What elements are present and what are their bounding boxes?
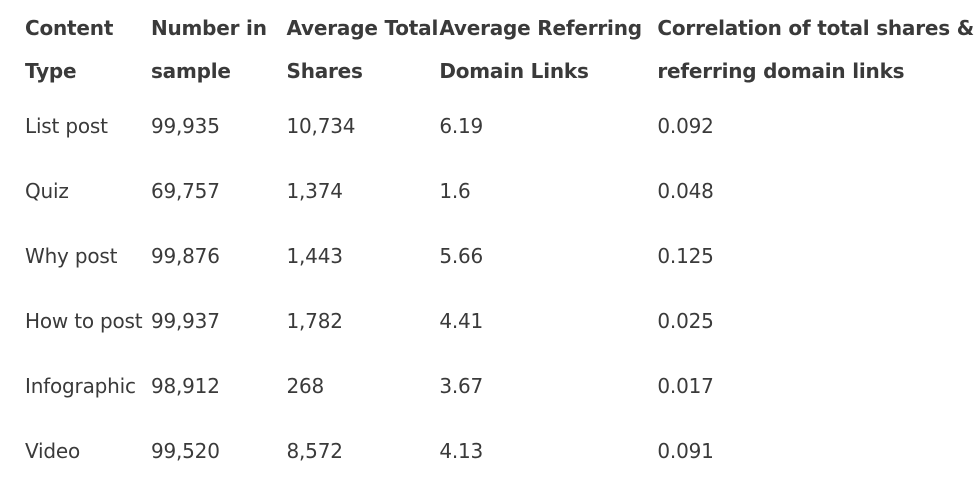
table-row: How to post 99,937 1,782 4.41 0.025: [25, 288, 974, 353]
cell-average-referring-domain-links: 4.13: [439, 438, 484, 463]
cell-content-type: List post: [25, 113, 108, 138]
table-row: Why post 99,876 1,443 5.66 0.125: [25, 223, 974, 288]
cell-average-total-shares: 268: [286, 373, 325, 398]
content-type-shares-table: Content Type Number in sample Average To…: [25, 7, 974, 483]
cell-content-type: How to post: [25, 308, 143, 333]
cell-average-total-shares: 1,443: [286, 243, 343, 268]
cell-content-type: Quiz: [25, 178, 69, 203]
header-content-type: Content Type: [25, 7, 151, 93]
table-row: Video 99,520 8,572 4.13 0.091: [25, 418, 974, 483]
header-line: Average Referring: [439, 16, 642, 40]
header-line: sample: [150, 59, 231, 83]
cell-number-in-sample: 99,937: [150, 308, 220, 333]
header-line: Type: [25, 59, 77, 83]
cell-correlation: 0.092: [657, 113, 714, 138]
header-line: Correlation of total shares &: [657, 16, 974, 40]
cell-average-referring-domain-links: 3.67: [439, 373, 484, 398]
header-number-in-sample: Number in sample: [151, 7, 287, 93]
header-line: Average Total: [286, 16, 439, 40]
header-average-referring-domain-links: Average Referring Domain Links: [439, 7, 657, 93]
header-correlation: Correlation of total shares & referring …: [657, 7, 974, 93]
cell-average-total-shares: 1,374: [286, 178, 343, 203]
cell-content-type: Video: [25, 438, 81, 463]
cell-average-referring-domain-links: 6.19: [439, 113, 484, 138]
cell-content-type: Why post: [25, 243, 118, 268]
cell-average-total-shares: 10,734: [286, 113, 356, 138]
header-average-total-shares: Average Total Shares: [286, 7, 439, 93]
table-row: Quiz 69,757 1,374 1.6 0.048: [25, 158, 974, 223]
header-line: Shares: [286, 59, 363, 83]
header-line: referring domain links: [657, 59, 905, 83]
cell-number-in-sample: 99,520: [150, 438, 220, 463]
table-header-row: Content Type Number in sample Average To…: [25, 7, 974, 93]
table-row: List post 99,935 10,734 6.19 0.092: [25, 93, 974, 158]
cell-number-in-sample: 69,757: [150, 178, 220, 203]
cell-correlation: 0.017: [657, 373, 714, 398]
cell-number-in-sample: 99,876: [150, 243, 220, 268]
cell-average-referring-domain-links: 4.41: [439, 308, 484, 333]
header-line: Content: [25, 16, 114, 40]
cell-number-in-sample: 99,935: [150, 113, 220, 138]
cell-average-total-shares: 8,572: [286, 438, 343, 463]
cell-correlation: 0.048: [657, 178, 714, 203]
cell-correlation: 0.125: [657, 243, 714, 268]
cell-average-total-shares: 1,782: [286, 308, 343, 333]
cell-correlation: 0.025: [657, 308, 714, 333]
header-line: Domain Links: [439, 59, 589, 83]
cell-average-referring-domain-links: 5.66: [439, 243, 484, 268]
cell-average-referring-domain-links: 1.6: [439, 178, 471, 203]
header-line: Number in: [150, 16, 267, 40]
cell-content-type: Infographic: [25, 373, 136, 398]
cell-correlation: 0.091: [657, 438, 714, 463]
cell-number-in-sample: 98,912: [150, 373, 220, 398]
table-row: Infographic 98,912 268 3.67 0.017: [25, 353, 974, 418]
